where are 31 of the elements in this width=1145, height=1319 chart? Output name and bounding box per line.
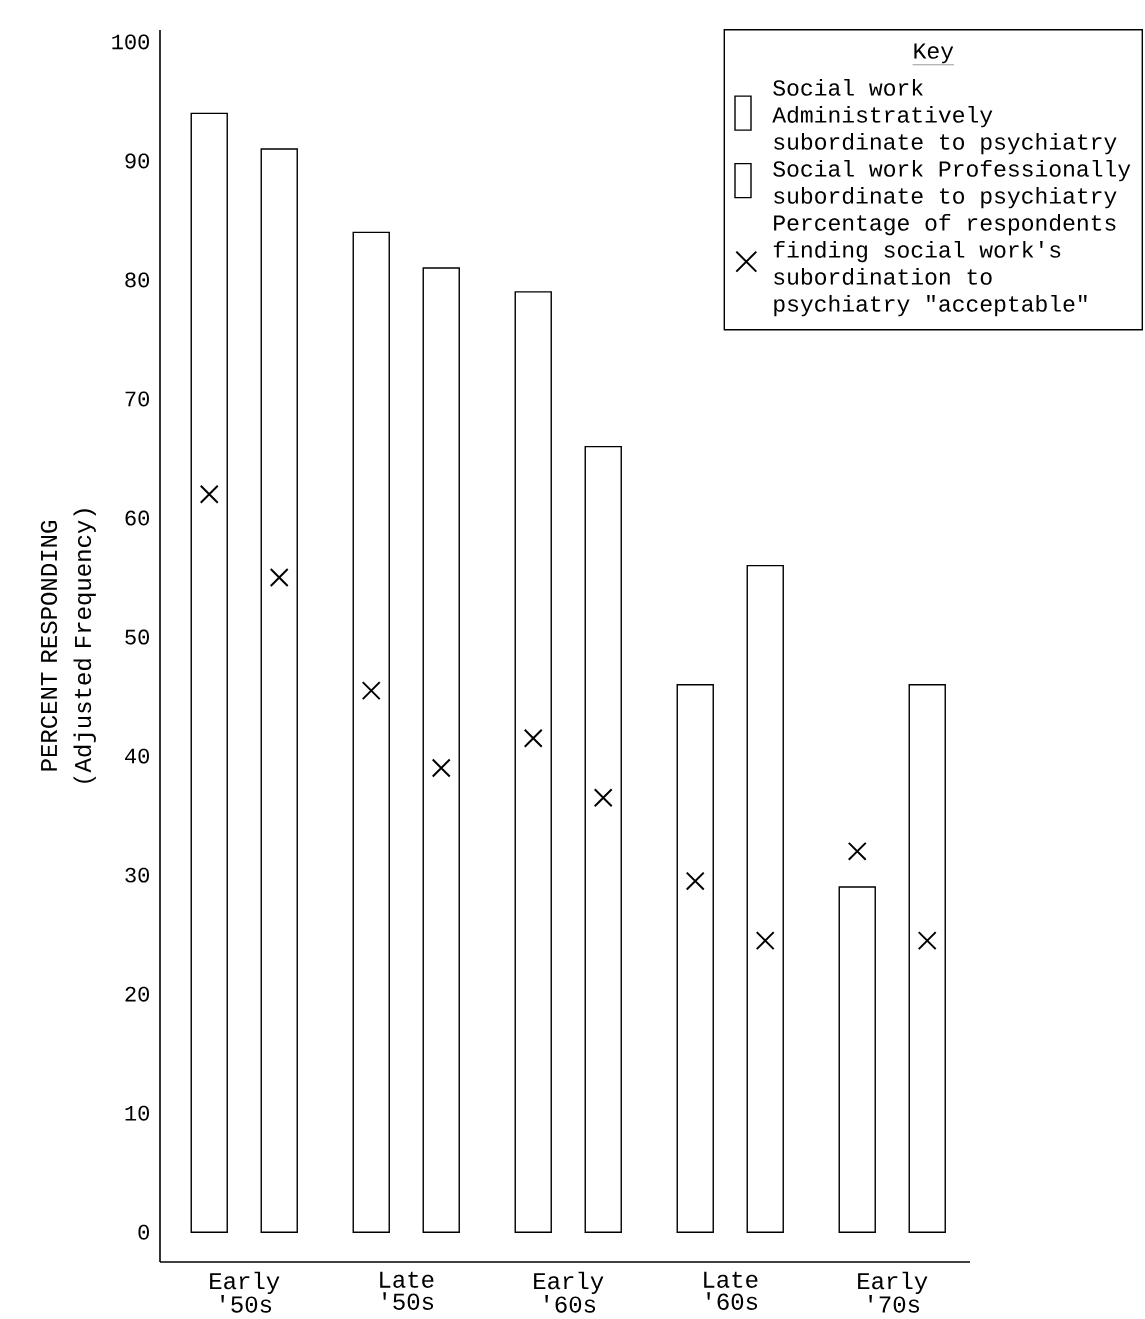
y-tick-label: 40 — [125, 748, 149, 764]
x-tick-label: Early '70s — [858, 1271, 928, 1313]
y-tick-label: 50 — [125, 629, 149, 645]
x-tick-label: Early '60s — [534, 1271, 604, 1313]
y-tick-label: 20 — [125, 986, 149, 1002]
y-tick-label: 100 — [112, 34, 149, 50]
bar — [514, 291, 552, 1233]
bar — [260, 148, 298, 1233]
legend-label: Social work Administratively subordinate to psychiatry — [772, 78, 1117, 155]
bar — [422, 267, 460, 1233]
bar — [676, 683, 714, 1233]
y-axis-title: PERCENT RESPONDING (Adjusted Frequency) — [40, 509, 96, 783]
x-tick-label: Early '50s — [210, 1271, 280, 1313]
y-tick-label: 90 — [125, 153, 149, 169]
bar — [190, 112, 228, 1233]
bar — [584, 445, 622, 1233]
bar — [352, 231, 390, 1233]
y-tick-label: 10 — [125, 1105, 149, 1121]
y-tick-label: 60 — [125, 510, 149, 526]
legend-label: Percentage of respondents finding social work's subordination to psychiatry "acceptable" — [773, 213, 1116, 317]
y-tick-label: 80 — [125, 272, 149, 288]
bar — [908, 683, 946, 1233]
y-tick-label: 30 — [125, 867, 149, 883]
bar — [838, 886, 876, 1233]
legend-title: Key — [914, 43, 954, 64]
x-tick-label: Late '60s — [704, 1271, 758, 1310]
bar — [746, 564, 784, 1233]
legend-label: Social work Professionally subordinate to psychiatry — [773, 159, 1131, 209]
x-tick-label: Late '50s — [380, 1271, 434, 1310]
y-tick-label: 0 — [138, 1224, 149, 1240]
y-tick-label: 70 — [125, 391, 149, 407]
